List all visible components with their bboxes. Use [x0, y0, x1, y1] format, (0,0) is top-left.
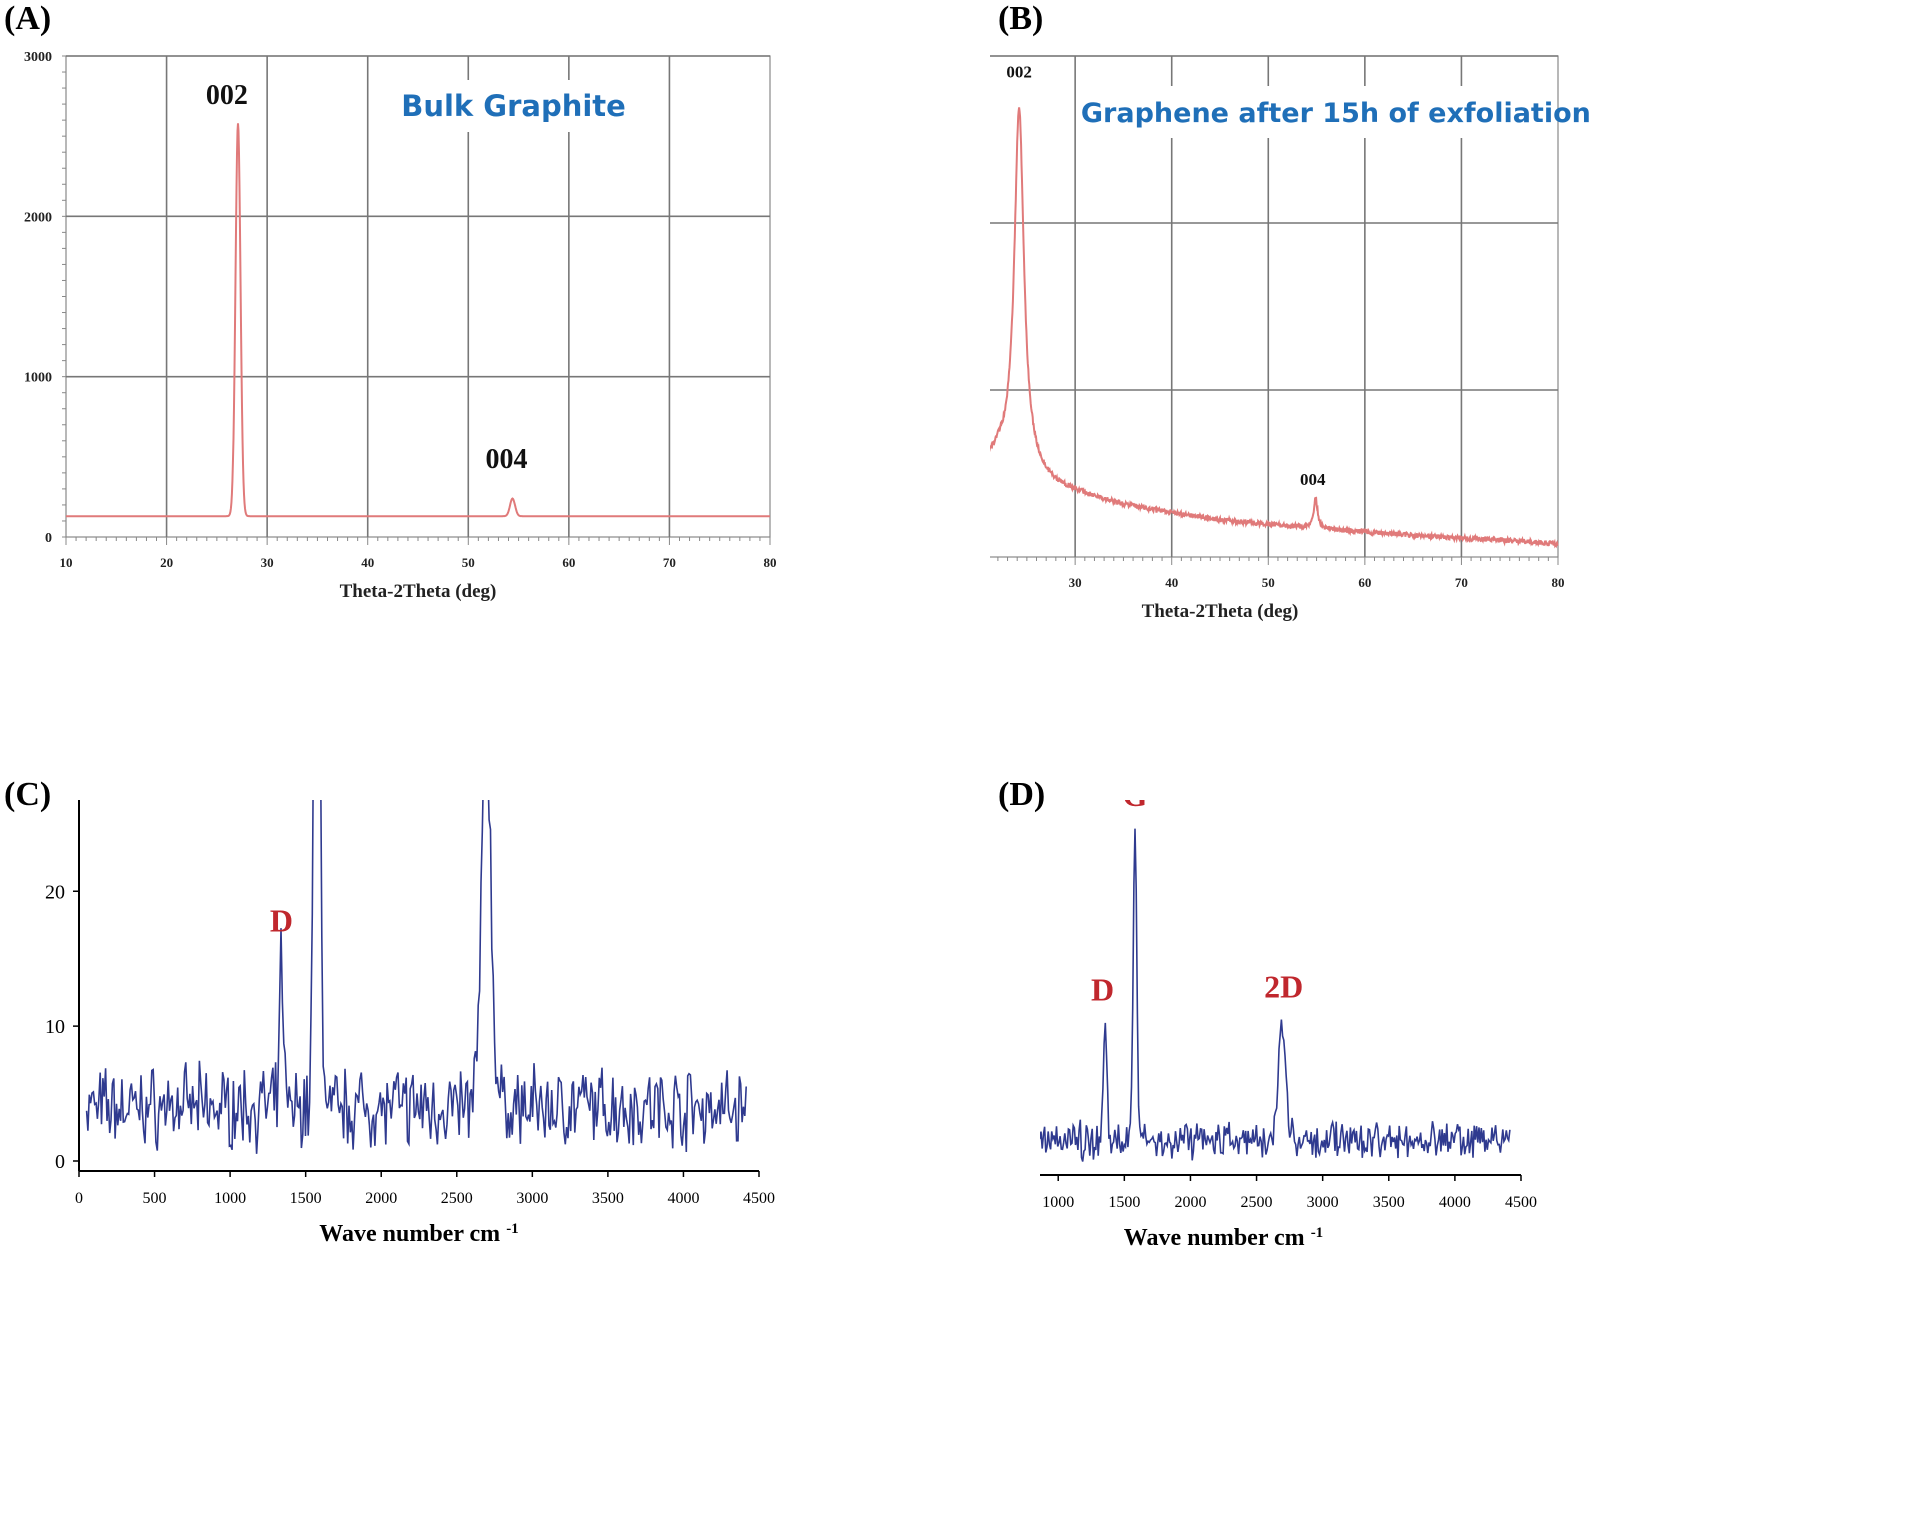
y-tick-label: 0	[45, 531, 52, 546]
y-tick-label: 3000	[24, 50, 52, 65]
x-tick-label: 4500	[1505, 1194, 1537, 1211]
x-tick-label: 60	[1358, 575, 1371, 590]
x-tick-label: 3000	[516, 1190, 548, 1207]
panel-label-d: (D)	[998, 776, 1046, 813]
x-tick-label: 70	[663, 555, 676, 570]
x-tick-label: 3500	[592, 1190, 624, 1207]
x-axis-label: Wave number cm -1	[1124, 1225, 1323, 1251]
title-background	[408, 80, 619, 132]
raman-chart-d: 0500100015002000250030003500400045000102…	[1040, 800, 1537, 1251]
x-tick-label: 500	[143, 1190, 167, 1207]
x-tick-label: 40	[1165, 575, 1178, 590]
x-tick-label: 50	[1262, 575, 1275, 590]
panel-label-b: (B)	[998, 0, 1044, 37]
x-tick-label: 1000	[214, 1190, 246, 1207]
x-tick-label: 1500	[290, 1190, 322, 1207]
x-tick-label: 2000	[1174, 1194, 1206, 1211]
y-tick-label: 2000	[24, 210, 52, 225]
x-tick-label: 3000	[1307, 1194, 1339, 1211]
x-tick-label: 50	[462, 555, 475, 570]
x-tick-label: 70	[1455, 575, 1468, 590]
raman-chart-c: 0 500 1000 1500 2000 2500 3000 3500 4000 4500 0 10 2…	[45, 800, 775, 1247]
x-axis-label: Theta-2Theta (deg)	[340, 581, 497, 602]
xrd-chart-bulk-graphite: 10 20 30 40 50 60 70 80 0 1000 2000 3000 002 004 Bulk …	[24, 50, 777, 602]
raman-spectrum	[85, 800, 747, 1154]
y-tick-label: 20	[45, 881, 65, 903]
x-tick-label: 20	[160, 555, 173, 570]
y-tick-label: 10	[45, 1016, 65, 1038]
x-tick-label: 30	[1069, 575, 1082, 590]
panel-label-c: (C)	[4, 776, 52, 813]
x-tick-label: 80	[1552, 575, 1565, 590]
x-axis-label: Wave number cm -1	[319, 1221, 518, 1247]
peak-label: D	[270, 903, 293, 939]
xrd-curve	[66, 123, 770, 518]
x-tick-label: 1500	[1108, 1194, 1140, 1211]
x-tick-label: 2500	[1241, 1194, 1273, 1211]
x-tick-label: 2500	[441, 1190, 473, 1207]
x-tick-label: 40	[361, 555, 374, 570]
peak-label: 2D	[1264, 969, 1303, 1005]
chart-title: Graphene after 15h of exfoliation	[1081, 98, 1591, 129]
raman-spectrum	[1040, 828, 1511, 1162]
peak-label: 002	[1006, 63, 1032, 82]
peak-label: 004	[486, 444, 528, 475]
x-tick-label: 10	[60, 555, 73, 570]
x-tick-label: 0	[75, 1190, 83, 1207]
x-tick-label: 4000	[1439, 1194, 1471, 1211]
x-tick-label: 4000	[667, 1190, 699, 1207]
xrd-chart-graphene: 10203040506070800100020003000002004Graph…	[990, 55, 1591, 622]
chart-title: Bulk Graphite	[401, 89, 626, 123]
peak-label: 002	[206, 80, 248, 111]
x-tick-label: 3500	[1373, 1194, 1405, 1211]
y-tick-label: 0	[55, 1151, 65, 1173]
peak-label: G	[1122, 800, 1147, 813]
x-tick-label: 1000	[1042, 1194, 1074, 1211]
x-tick-label: 4500	[743, 1190, 775, 1207]
peak-label: D	[1091, 972, 1114, 1008]
x-tick-label: 2000	[365, 1190, 397, 1207]
panel-label-a: (A)	[4, 0, 52, 37]
x-axis-label: Theta-2Theta (deg)	[1142, 601, 1299, 622]
peak-label: 004	[1300, 470, 1326, 489]
title-background	[1135, 86, 1536, 138]
y-tick-label: 1000	[24, 371, 52, 386]
x-tick-label: 30	[261, 555, 274, 570]
xrd-curve	[990, 107, 1559, 549]
x-tick-label: 60	[562, 555, 575, 570]
x-tick-label: 80	[764, 555, 777, 570]
